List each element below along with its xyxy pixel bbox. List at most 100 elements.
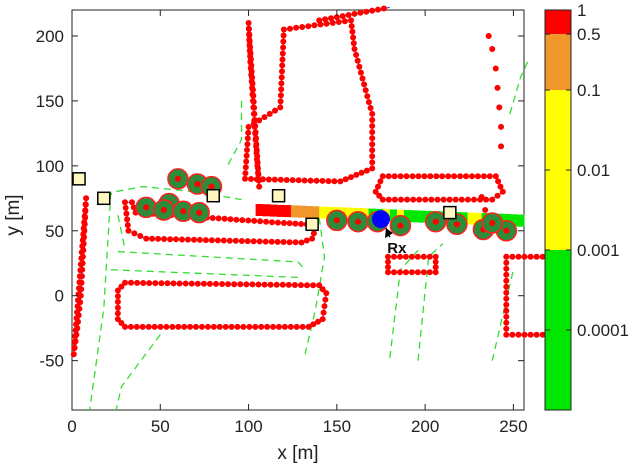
colorbar-tick-label: 0.0001	[577, 321, 629, 340]
ray-segment	[403, 210, 412, 222]
scatter-point	[181, 323, 188, 330]
scatter-point	[335, 19, 342, 25]
scatter-point	[372, 188, 379, 195]
scatter-point	[277, 98, 284, 105]
scatter-point	[427, 173, 434, 180]
scatter-point	[485, 32, 492, 39]
scatter-point	[129, 199, 135, 206]
x-tick-label: 250	[499, 417, 527, 436]
scatter-point	[176, 280, 183, 287]
scatter-point	[227, 216, 234, 223]
scatter-point	[247, 50, 254, 57]
scatter-point	[349, 28, 356, 35]
scatter-point	[114, 287, 121, 294]
scatter-point	[273, 281, 280, 288]
scatter-point	[432, 258, 439, 265]
scatter-point	[261, 281, 268, 288]
tree-center-point	[432, 218, 439, 225]
scatter-point	[78, 255, 85, 262]
scatter-point	[79, 243, 86, 250]
scatter-point	[521, 331, 528, 338]
scatter-point	[503, 313, 510, 320]
scatter-point	[83, 195, 90, 202]
scatter-point	[385, 253, 391, 260]
scatter-point	[515, 331, 522, 338]
scatter-point	[539, 253, 546, 260]
scatter-point	[250, 238, 257, 245]
scatter-point	[499, 188, 506, 195]
scatter-point	[191, 236, 197, 243]
scatter-point	[76, 279, 83, 286]
scatter-point	[509, 253, 516, 260]
scatter-point	[369, 129, 376, 136]
scatter-point	[410, 196, 417, 203]
scatter-point	[498, 123, 505, 130]
scatter-point	[402, 269, 409, 276]
scatter-point	[253, 135, 259, 142]
colorbar-frame	[544, 9, 572, 411]
tree-center-point	[143, 204, 150, 211]
scatter-point	[414, 253, 421, 260]
road-line	[226, 100, 243, 167]
scatter-point	[245, 20, 252, 26]
scatter-point	[359, 75, 366, 82]
scatter-point	[285, 281, 292, 288]
scatter-point	[446, 196, 453, 203]
scatter-point	[503, 301, 510, 308]
scatter-point	[222, 323, 229, 330]
scatter-point	[140, 280, 147, 286]
scatter-point	[457, 173, 464, 180]
scatter-point	[299, 24, 306, 30]
scatter-point	[385, 258, 391, 265]
scatter-point	[379, 173, 386, 180]
scatter-point	[73, 321, 80, 328]
scatter-point	[255, 165, 261, 172]
scatter-point	[219, 281, 226, 287]
scatter-point	[242, 170, 249, 177]
scatter-point	[269, 219, 275, 226]
scatter-point	[426, 269, 433, 276]
scatter-point	[295, 177, 302, 184]
scatter-point	[248, 68, 255, 75]
tree-center-point	[196, 209, 203, 216]
scatter-point	[257, 218, 264, 225]
tree-center-point	[208, 183, 215, 190]
scatter-point	[310, 230, 317, 237]
scatter-point	[533, 331, 540, 338]
scatter-point	[539, 331, 546, 338]
scatter-point	[348, 23, 355, 30]
scatter-point	[440, 196, 447, 203]
scatter-point	[369, 165, 376, 172]
scatter-point	[469, 173, 475, 180]
scatter-point	[255, 177, 262, 184]
square-marker	[305, 217, 319, 232]
scatter-point	[432, 264, 439, 271]
scatter-point	[118, 320, 125, 326]
scatter-point	[244, 147, 250, 153]
tree-center-point	[194, 181, 201, 188]
y-tick-label: 50	[45, 222, 64, 241]
y-tick-label: 100	[36, 157, 64, 176]
scatter-point	[503, 259, 510, 266]
scatter-point	[70, 351, 77, 358]
square-marker	[271, 188, 286, 203]
scatter-point	[397, 173, 404, 180]
scatter-point	[345, 12, 352, 18]
colorbar-tick-label: 0.5	[577, 25, 601, 44]
scatter-point	[385, 264, 391, 271]
scatter-point	[249, 281, 256, 288]
scatter-point	[130, 204, 137, 211]
scatter-point	[245, 217, 252, 224]
scatter-point	[304, 282, 310, 289]
scatter-point	[492, 65, 499, 72]
scatter-point	[293, 24, 300, 31]
scatter-point	[316, 282, 323, 289]
scatter-point	[114, 316, 121, 323]
scatter-point	[226, 237, 233, 244]
scatter-point	[369, 123, 376, 129]
colorbar-tick-label: 0.1	[577, 81, 601, 100]
scatter-point	[249, 80, 256, 87]
scatter-point	[247, 44, 254, 51]
scatter-point	[75, 297, 81, 304]
